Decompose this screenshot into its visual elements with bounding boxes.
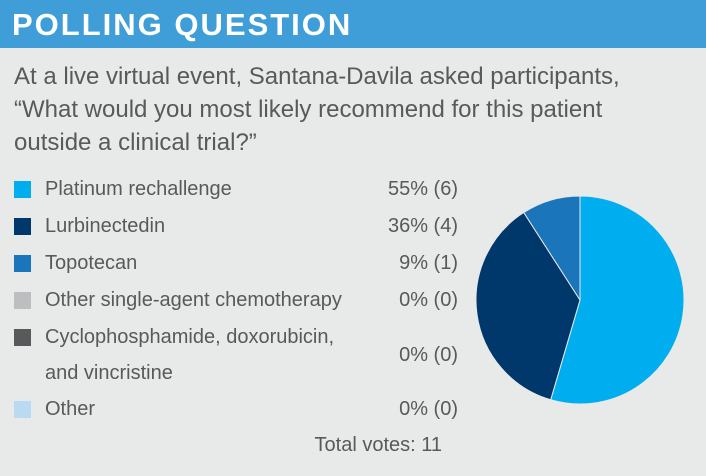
legend-value: 55% (6) [387,178,458,200]
legend-swatch [14,329,31,346]
pie-slice-topotecan [523,195,581,302]
pie-chart [475,195,685,405]
legend-value: 0% (0) [399,398,458,420]
legend-label: Topotecan [45,252,138,274]
legend-value: 0% (0) [399,344,458,366]
legend-value: 0% (0) [399,289,458,311]
question-line: outside a clinical trial?” [14,129,257,156]
question-text: At a live virtual event, Santana-Davila … [14,60,699,159]
page-title: POLLING QUESTION [12,7,353,42]
question-line: “What would you most likely recommend fo… [14,96,603,123]
legend-label: Cyclophosphamide, doxorubicin, [45,326,335,348]
legend-value: 9% (1) [399,252,458,274]
legend-swatch [14,292,31,309]
total-votes: Total votes: 11 [314,434,442,456]
legend-label: Other single-agent chemotherapy [45,289,342,311]
legend-label: Lurbinectedin [45,215,166,237]
question-line: At a live virtual event, Santana-Davila … [14,63,620,90]
legend-label: Other [45,398,96,420]
legend-swatch [14,181,31,198]
pie-slice-platinum-rechallenge [550,195,685,405]
pie-slice-lurbinectedin [475,211,581,401]
legend-label: and vincristine [45,362,173,384]
legend-swatch [14,218,31,235]
legend-swatch [14,255,31,272]
legend-swatch [14,401,31,418]
header-bar: POLLING QUESTION [0,0,706,48]
legend-label: Platinum rechallenge [45,178,232,200]
legend-value: 36% (4) [387,215,458,237]
